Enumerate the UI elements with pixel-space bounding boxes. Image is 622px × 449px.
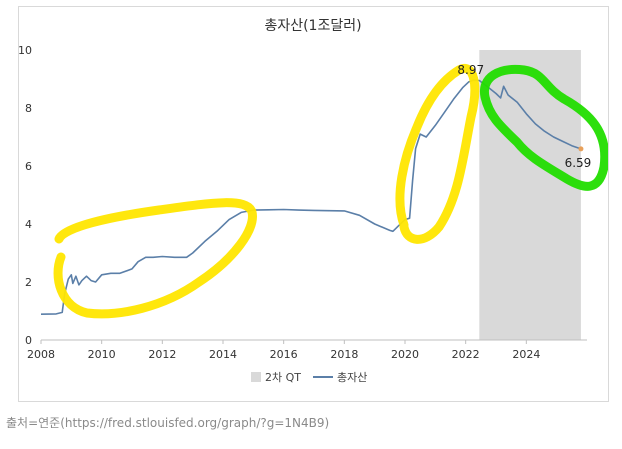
x-tick-label: 2016	[270, 348, 298, 361]
x-tick-label: 2020	[391, 348, 419, 361]
legend-label-total-assets: 총자산	[337, 371, 367, 384]
x-tick-label: 2018	[330, 348, 358, 361]
highlight-loop-2019-2022	[395, 63, 480, 244]
y-tick-label: 8	[25, 102, 32, 115]
x-tick-label: 2012	[148, 348, 176, 361]
x-tick-label: 2010	[88, 348, 116, 361]
y-tick-label: 0	[25, 334, 32, 347]
chart-frame: 2008 2010 2012 2014 2016 2018 2020 2022 2024 0 2 4 6…	[18, 6, 609, 402]
x-tick-label: 2022	[452, 348, 480, 361]
peak-value-label: 8.97	[457, 63, 484, 77]
chart-title: 총자산(1조달러)	[264, 18, 361, 34]
balance-sheet-chart: 2008 2010 2012 2014 2016 2018 2020 2022 2024 0 2 4 6…	[19, 18, 608, 384]
series-line-total-assets	[40, 79, 582, 315]
x-tick-label: 2024	[512, 348, 540, 361]
x-tick-label: 2008	[27, 348, 55, 361]
legend-label-qt: 2차 QT	[265, 371, 301, 384]
end-point-marker	[578, 146, 584, 152]
y-tick-label: 4	[25, 218, 32, 231]
y-tick-label: 2	[25, 276, 32, 289]
highlight-loop-2008-2014	[53, 198, 257, 319]
legend: 2차 QT 총자산	[251, 371, 367, 384]
y-tick-label: 10	[19, 44, 32, 57]
qt-shaded-region	[479, 50, 581, 340]
x-tick-label: 2014	[209, 348, 237, 361]
latest-value-label: 6.59	[565, 156, 592, 170]
source-caption: 출처=연준(https://fred.stlouisfed.org/graph/…	[6, 416, 330, 430]
highlight-loop-2022-2025	[479, 64, 608, 191]
y-tick-label: 6	[25, 160, 32, 173]
legend-swatch-qt	[251, 372, 261, 382]
